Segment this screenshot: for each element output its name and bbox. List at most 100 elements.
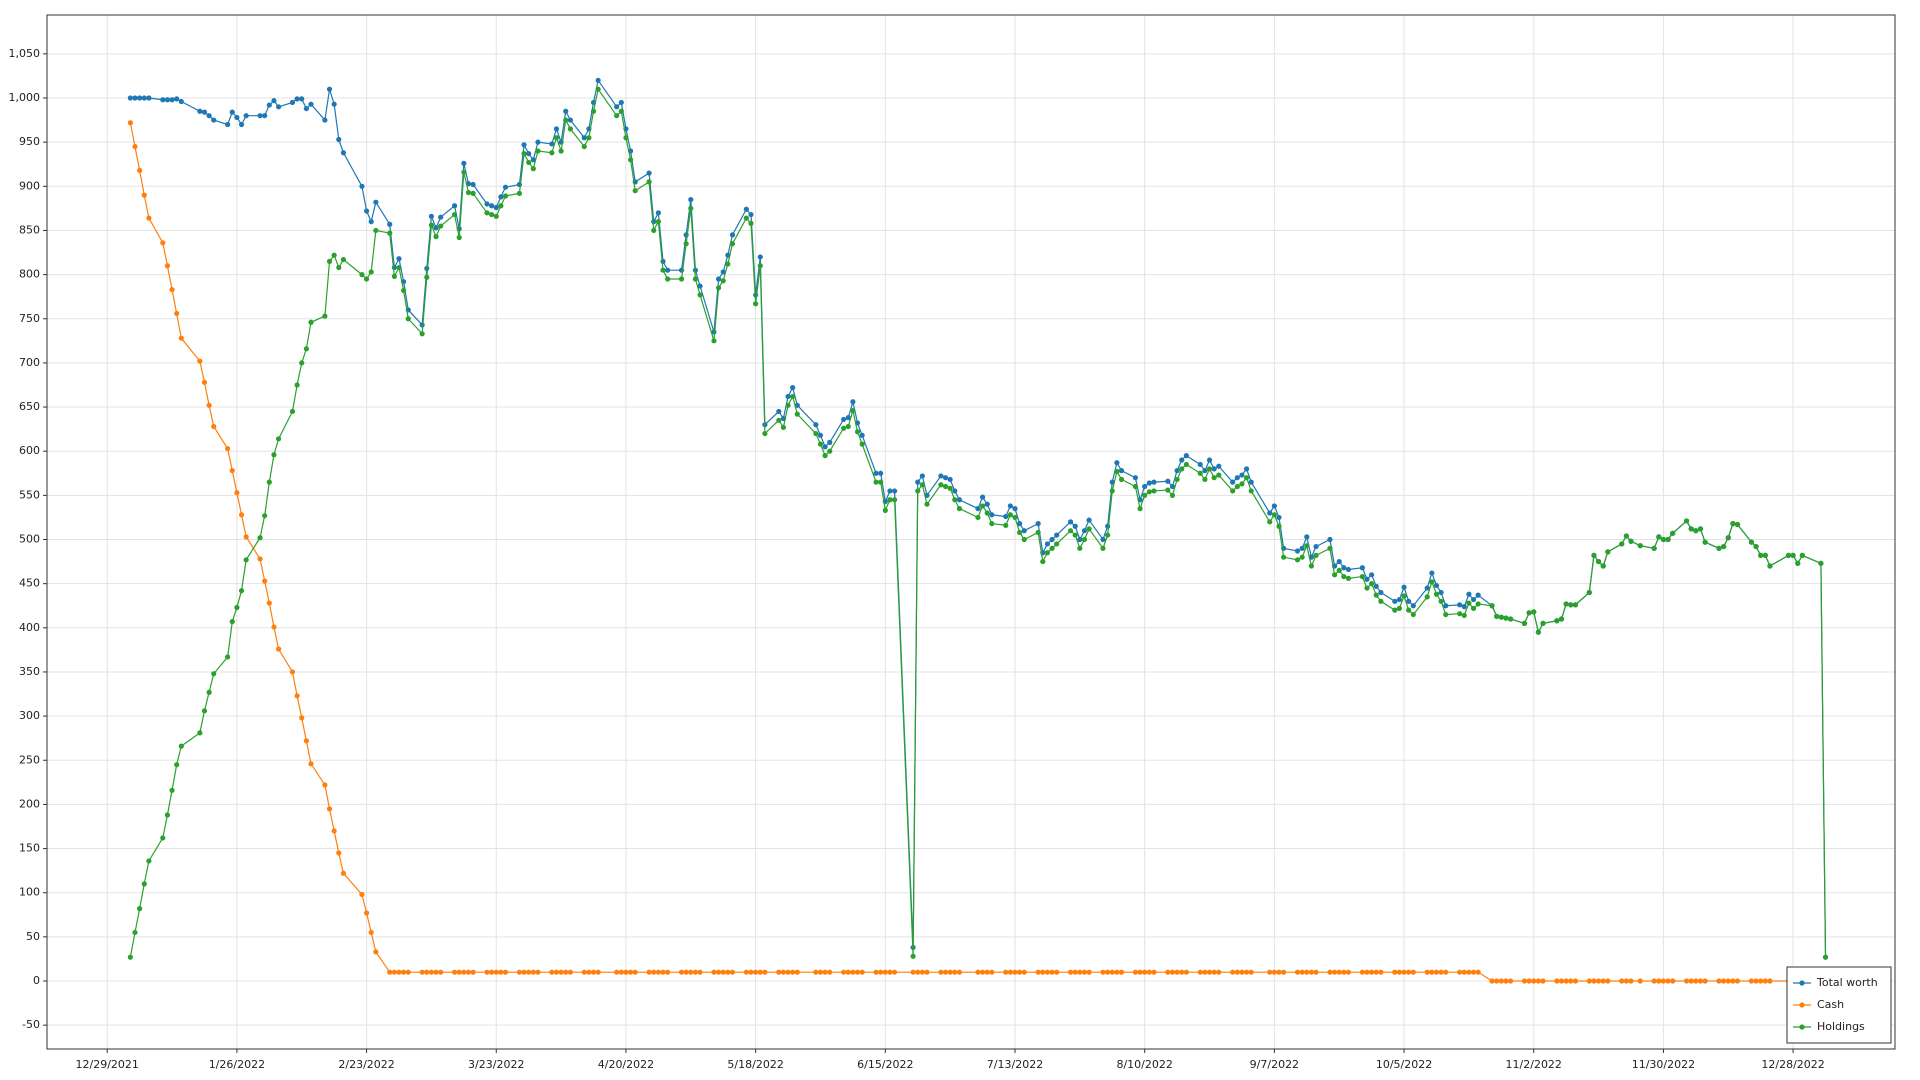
data-point	[618, 99, 624, 106]
x-tick-label: 7/13/2022	[987, 1058, 1043, 1071]
data-point	[1748, 978, 1755, 984]
data-point	[697, 292, 703, 298]
data-point	[127, 954, 133, 960]
data-point	[646, 170, 652, 176]
data-point	[1206, 466, 1213, 472]
data-point	[1531, 609, 1537, 615]
data-point	[1331, 969, 1338, 975]
data-point	[1271, 969, 1277, 975]
data-point	[1470, 969, 1477, 975]
data-point	[461, 969, 467, 975]
data-point	[1313, 969, 1319, 975]
data-point	[748, 969, 754, 975]
data-point	[1535, 978, 1541, 984]
data-point	[1734, 521, 1741, 528]
data-point	[1012, 506, 1018, 512]
data-point	[1267, 510, 1273, 516]
data-point	[1234, 969, 1240, 975]
data-point	[1628, 978, 1634, 984]
data-point	[1359, 969, 1365, 975]
data-point	[651, 219, 657, 225]
data-point	[127, 120, 133, 126]
data-point	[1230, 479, 1236, 485]
data-point	[915, 969, 921, 975]
data-point	[368, 269, 374, 275]
data-point	[1146, 480, 1152, 486]
data-point	[618, 969, 624, 975]
data-point	[257, 535, 263, 541]
data-point	[887, 497, 893, 503]
data-point	[827, 969, 833, 975]
data-point	[1054, 969, 1060, 975]
data-point	[1799, 552, 1805, 558]
x-tick-label: 2/23/2022	[338, 1058, 394, 1071]
data-point	[952, 969, 958, 975]
data-point	[1169, 969, 1176, 975]
data-point	[1785, 552, 1792, 558]
data-point	[322, 782, 328, 788]
data-point	[984, 969, 990, 975]
data-point	[1433, 591, 1440, 597]
data-point	[521, 142, 527, 148]
x-tick-label: 11/30/2022	[1632, 1058, 1695, 1071]
data-point	[729, 232, 736, 238]
data-point	[1054, 541, 1060, 547]
data-point	[1466, 600, 1472, 606]
data-point	[373, 227, 379, 234]
data-point	[1526, 610, 1532, 616]
data-point	[665, 276, 671, 282]
data-point	[590, 969, 597, 975]
data-point	[785, 402, 791, 408]
data-point	[942, 483, 949, 490]
legend: Total worth Cash Holdings	[1786, 966, 1892, 1044]
data-point	[373, 949, 379, 955]
data-point	[748, 211, 754, 218]
data-point	[1077, 545, 1083, 551]
legend-label: Holdings	[1817, 1020, 1865, 1033]
data-point	[1072, 969, 1078, 975]
data-point	[396, 256, 402, 262]
data-point	[1373, 583, 1379, 589]
data-point	[1619, 541, 1625, 547]
data-point	[813, 969, 819, 975]
data-point	[1457, 611, 1463, 617]
data-point	[1304, 543, 1310, 549]
data-point	[1656, 534, 1662, 540]
data-point	[1665, 536, 1671, 543]
data-point	[1466, 969, 1472, 975]
data-point	[1313, 552, 1319, 558]
data-point	[715, 969, 722, 975]
data-point	[665, 267, 671, 273]
data-point	[1183, 969, 1189, 975]
data-point	[530, 969, 536, 975]
data-point	[1114, 460, 1120, 466]
data-point	[688, 196, 694, 203]
data-point	[975, 506, 981, 512]
data-point	[947, 476, 953, 483]
data-point	[915, 479, 921, 485]
data-point	[405, 969, 411, 975]
data-point	[1132, 969, 1139, 975]
data-point	[1369, 969, 1375, 975]
data-point	[1169, 492, 1176, 498]
data-point	[1595, 978, 1602, 984]
data-point	[1137, 969, 1143, 975]
data-point	[465, 189, 472, 196]
data-point	[1308, 969, 1315, 975]
data-point	[1049, 545, 1055, 551]
data-point	[206, 689, 212, 695]
data-point	[989, 521, 995, 527]
data-point	[1239, 969, 1245, 975]
data-point	[489, 203, 495, 209]
data-point	[1734, 978, 1741, 984]
data-point	[549, 150, 555, 156]
data-point	[956, 969, 963, 975]
data-point	[586, 969, 592, 975]
data-point	[1174, 969, 1180, 975]
data-point	[1656, 978, 1662, 984]
data-point	[720, 278, 726, 284]
data-point	[1281, 969, 1287, 975]
data-point	[1716, 978, 1722, 984]
data-point	[873, 969, 879, 975]
data-point	[743, 215, 749, 221]
